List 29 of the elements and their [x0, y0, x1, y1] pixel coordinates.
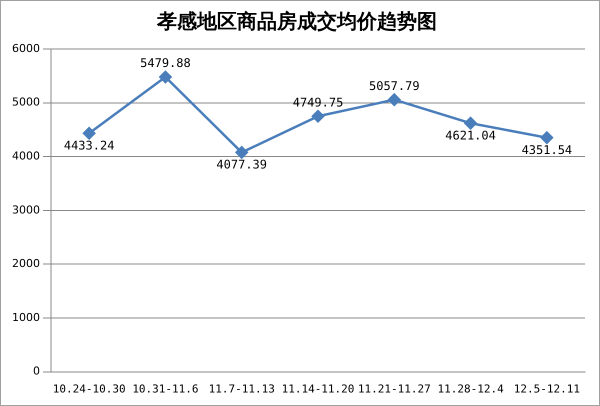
point	[540, 131, 554, 144]
point	[312, 110, 324, 123]
data-label: 5479.88	[140, 56, 191, 70]
y-tick-label: 0	[32, 364, 40, 378]
data-label: 4351.54	[522, 142, 572, 157]
y-tick-label: 1000	[12, 310, 40, 324]
data-label: 5057.79	[368, 78, 420, 93]
x-tick-label: 10.24-10.30	[52, 382, 126, 396]
point	[235, 146, 248, 159]
x-tick-label: 11.21-11.27	[358, 382, 431, 396]
x-tick-label: 12.5-12.11	[514, 382, 580, 396]
data-label: 4433.24	[64, 138, 114, 152]
x-tick-label: 11.28-12.4	[437, 382, 504, 396]
y-tick-label: 4000	[12, 149, 40, 162]
chart-title: 孝感地区商品房成交均价趋势图	[156, 9, 437, 34]
data-label: 4621.04	[445, 128, 496, 142]
point	[464, 116, 477, 130]
y-tick-label: 6000	[12, 42, 40, 55]
y-tick-label: 2000	[12, 257, 40, 270]
y-tick-label: 5000	[12, 96, 40, 109]
point	[159, 70, 172, 84]
y-tick-label: 3000	[12, 203, 40, 216]
x-tick-label: 11.7-11.13	[208, 382, 275, 396]
x-tick-label: 10.31-11.6	[132, 382, 199, 396]
point	[388, 93, 401, 106]
data-label: 4077.39	[216, 158, 267, 172]
data-label: 4749.75	[292, 95, 344, 110]
x-tick-label: 11.14-11.20	[282, 382, 354, 396]
point	[82, 127, 96, 140]
